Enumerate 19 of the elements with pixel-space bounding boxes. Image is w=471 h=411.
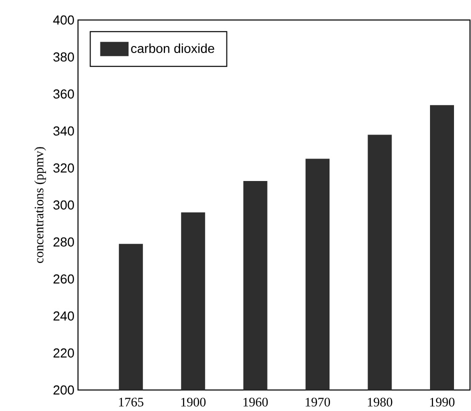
y-tick-label: 400 bbox=[53, 15, 74, 25]
y-tick-label: 340 bbox=[53, 126, 74, 136]
y-tick-label: 260 bbox=[54, 274, 74, 284]
x-tick-label: 1765 bbox=[119, 398, 144, 406]
y-tick-label: 200 bbox=[54, 385, 74, 395]
y-axis-title: concentrations (ppmv) bbox=[34, 147, 46, 263]
x-tick-label: 1980 bbox=[368, 398, 392, 407]
y-tick-label: 240 bbox=[54, 311, 74, 321]
y-tick-label: 360 bbox=[53, 89, 74, 99]
y-tick-label: 220 bbox=[54, 348, 74, 358]
y-tick-label: 300 bbox=[53, 200, 74, 210]
legend-label: carbon dioxide bbox=[131, 44, 214, 54]
x-tick-label: 1990 bbox=[430, 398, 454, 407]
x-tick-label: 1900 bbox=[181, 398, 206, 407]
y-tick-label: 280 bbox=[54, 237, 74, 247]
y-tick-label: 320 bbox=[53, 163, 74, 173]
x-tick-label: 1970 bbox=[306, 398, 330, 407]
y-tick-label: 380 bbox=[53, 52, 74, 62]
x-tick-label: 1960 bbox=[244, 398, 268, 407]
